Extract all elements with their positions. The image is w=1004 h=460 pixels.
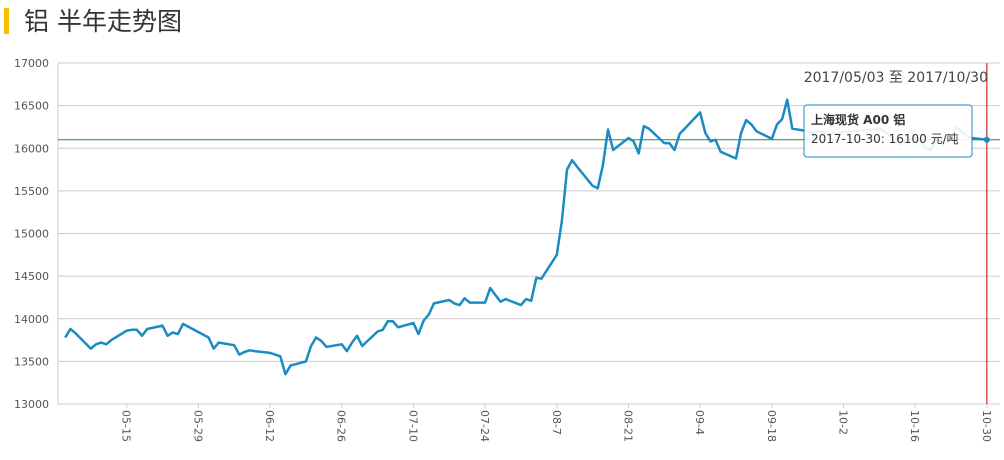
y-tick-label: 15500 (14, 185, 49, 198)
y-tick-label: 15000 (14, 228, 49, 241)
title-bar (4, 8, 9, 34)
tooltip-box (803, 104, 973, 158)
x-tick-label: 07-10 (406, 410, 419, 442)
x-tick-label: 08-7 (550, 410, 563, 435)
x-tick-label: 10-2 (837, 410, 850, 435)
x-tick-label: 09-18 (765, 410, 778, 442)
chart-title: 铝 半年走势图 (24, 7, 182, 36)
x-tick-label: 07-24 (478, 410, 491, 442)
tooltip: 上海现货 A00 铝 2017-10-30: 16100 元/吨 (803, 104, 973, 158)
y-tick-label: 14000 (14, 313, 49, 326)
tooltip-text: 2017-10-30: 16100 元/吨 (811, 132, 959, 146)
x-tick-label: 06-26 (335, 410, 348, 442)
x-tick-label: 10-30 (980, 410, 993, 442)
x-tick-label: 09-4 (693, 410, 706, 435)
y-tick-label: 14500 (14, 270, 49, 283)
x-tick-label: 05-29 (191, 410, 204, 442)
range-label: 2017/05/03 至 2017/10/30 (804, 70, 988, 86)
tooltip-series: 上海现货 A00 铝 (811, 112, 905, 127)
plot-area: 13000 13500 14000 14500 15000 15500 16000 16500… (14, 57, 1000, 442)
x-tick-label: 05-15 (120, 410, 133, 442)
y-tick-label: 16000 (14, 142, 49, 155)
y-tick-label: 13500 (14, 355, 49, 368)
y-tick-label: 17000 (14, 57, 49, 70)
y-tick-label: 16500 (14, 100, 49, 113)
y-tick-label: 13000 (14, 398, 49, 411)
x-tick-label: 10-16 (908, 410, 921, 442)
x-tick-label: 06-12 (263, 410, 276, 442)
x-tick-label: 08-21 (621, 410, 634, 442)
highlight-point (983, 136, 990, 143)
